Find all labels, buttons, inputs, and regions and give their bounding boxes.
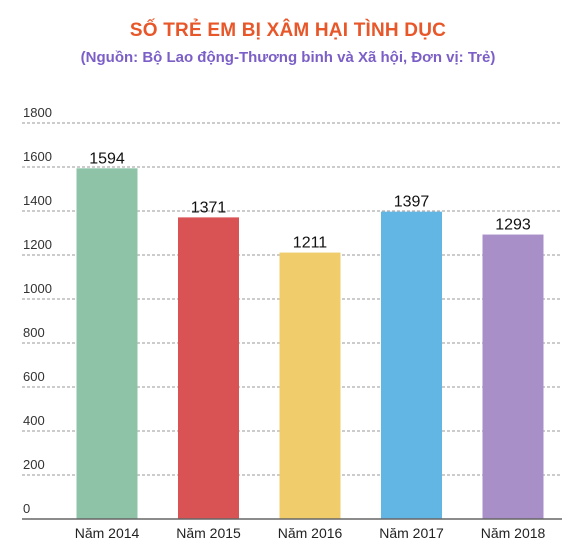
data-label: 1371 — [191, 199, 227, 216]
y-tick-label: 0 — [23, 501, 30, 516]
y-tick-label: 400 — [23, 413, 45, 428]
y-tick-label: 1400 — [23, 193, 52, 208]
y-tick-label: 1000 — [23, 281, 52, 296]
y-tick-label: 200 — [23, 457, 45, 472]
y-tick-label: 1600 — [23, 149, 52, 164]
x-tick-label: Năm 2016 — [278, 525, 343, 541]
data-label: 1211 — [293, 235, 328, 252]
bar — [381, 211, 442, 519]
data-label: 1397 — [394, 194, 430, 211]
bar — [279, 252, 341, 519]
data-label: 1293 — [495, 217, 531, 234]
y-tick-label: 600 — [23, 369, 45, 384]
x-axis-categories: Năm 2014 Năm 2015 Năm 2016 Năm 2017 Năm 2018 — [75, 525, 546, 541]
bars — [76, 168, 544, 520]
y-tick-label: 1800 — [23, 105, 52, 120]
bar — [76, 168, 138, 519]
chart-subtitle: (Nguồn: Bộ Lao động-Thương binh và Xã hộ… — [80, 49, 496, 66]
y-axis-ticks: 0 200 400 600 800 1000 1200 1400 1600 1800 — [23, 105, 52, 516]
x-tick-label: Năm 2015 — [176, 525, 241, 541]
y-tick-label: 1200 — [23, 237, 52, 252]
data-label: 1594 — [89, 150, 125, 167]
x-tick-label: Năm 2017 — [379, 525, 444, 541]
y-tick-label: 800 — [23, 325, 45, 340]
x-tick-label: Năm 2018 — [481, 525, 546, 541]
data-labels: 1594 1371 1211 1397 1293 — [89, 150, 531, 251]
x-tick-label: Năm 2014 — [75, 525, 140, 541]
bar — [178, 217, 239, 519]
chart-title: SỐ TRẺ EM BỊ XÂM HẠI TÌNH DỤC — [129, 20, 447, 41]
bar — [482, 234, 544, 520]
